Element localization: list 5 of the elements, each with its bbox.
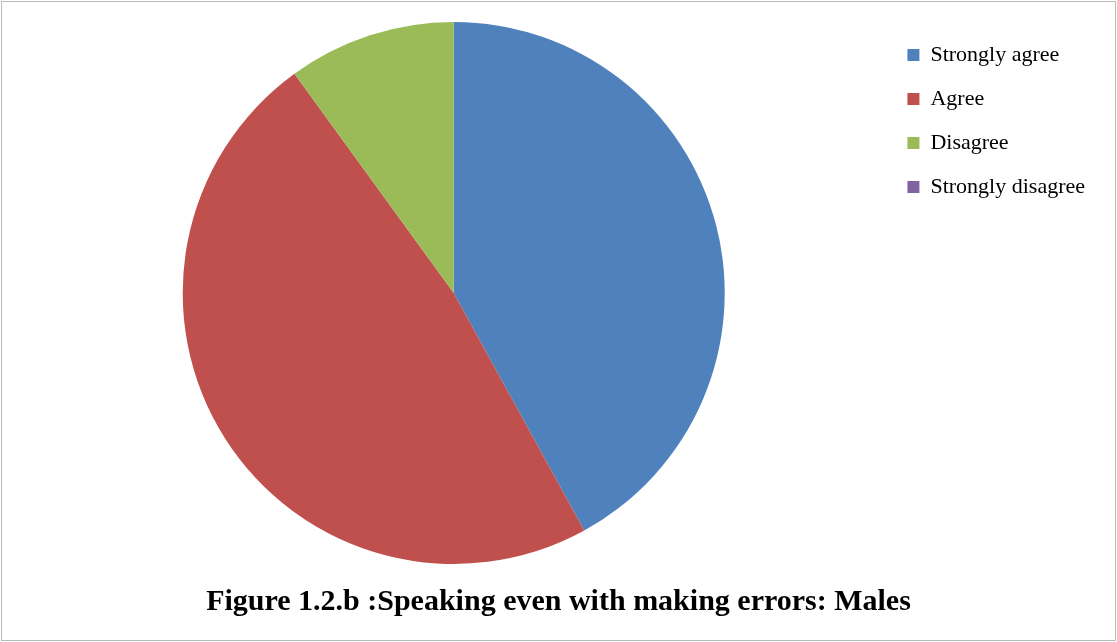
text: Figure 1.2.b :Speaking even with making errors: Males	[206, 582, 911, 616]
legend-label: Agree	[930, 84, 985, 110]
legend-label: Strongly disagree	[930, 172, 1086, 198]
legend-label: Disagree	[930, 128, 1009, 154]
legend-label: Strongly agree	[930, 40, 1060, 66]
